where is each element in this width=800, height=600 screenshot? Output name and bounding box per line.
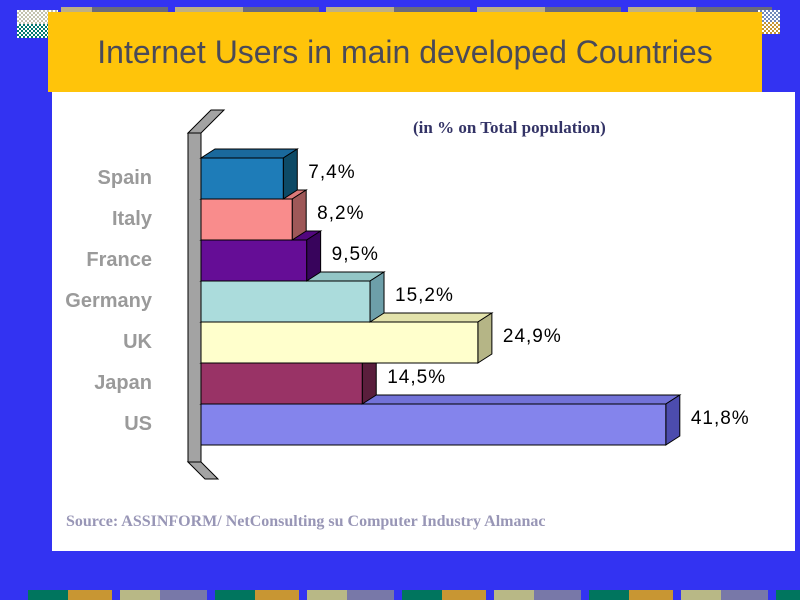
- bar-japan-front: [200, 362, 363, 405]
- chart-wall-top: [186, 109, 226, 134]
- bar-us-side: [665, 394, 681, 446]
- chart-wall-bottom: [186, 461, 220, 480]
- bar-germany-front: [200, 280, 371, 323]
- checker-square-slate: [758, 10, 780, 22]
- slide-title: Internet Users in main developed Countri…: [97, 33, 713, 70]
- bar-italy-front: [200, 198, 293, 241]
- bottom-border-strip: [28, 590, 800, 600]
- checker-square-teal: [17, 24, 58, 38]
- value-label-us: 41,8%: [690, 408, 750, 429]
- category-label-france: France: [86, 249, 152, 271]
- category-label-us: US: [124, 413, 152, 435]
- value-label-uk: 24,9%: [502, 326, 562, 347]
- top-border-strip: [56, 7, 774, 13]
- chart-subtitle: (in % on Total population): [413, 118, 606, 137]
- bar-france-front: [200, 239, 308, 282]
- bar-uk-side: [477, 312, 493, 364]
- bar-italy-side: [291, 189, 307, 241]
- value-label-italy: 8,2%: [317, 203, 365, 224]
- bar-us-front: [200, 403, 667, 446]
- bar-spain-side: [282, 148, 298, 200]
- category-label-spain: Spain: [97, 167, 152, 189]
- bar-france-side: [306, 230, 322, 282]
- value-label-spain: 7,4%: [308, 162, 356, 183]
- bar-uk-front: [200, 321, 479, 364]
- checker-square-khaki: [17, 10, 58, 24]
- bar-spain-top: [199, 148, 299, 159]
- category-label-germany: Germany: [65, 290, 152, 312]
- title-banner: Internet Users in main developed Countri…: [48, 12, 762, 92]
- value-label-germany: 15,2%: [395, 285, 454, 306]
- value-label-france: 9,5%: [331, 244, 379, 265]
- source-note: Source: ASSINFORM/ NetConsulting su Comp…: [66, 513, 546, 530]
- bar-germany-side: [369, 271, 385, 323]
- bar-spain-front: [200, 157, 284, 200]
- chart-wall-front: [187, 132, 202, 463]
- category-label-italy: Italy: [111, 208, 152, 230]
- checker-square-gold: [758, 22, 780, 34]
- value-label-japan: 14,5%: [387, 367, 447, 388]
- category-label-uk: UK: [123, 331, 152, 353]
- category-label-japan: Japan: [94, 372, 152, 394]
